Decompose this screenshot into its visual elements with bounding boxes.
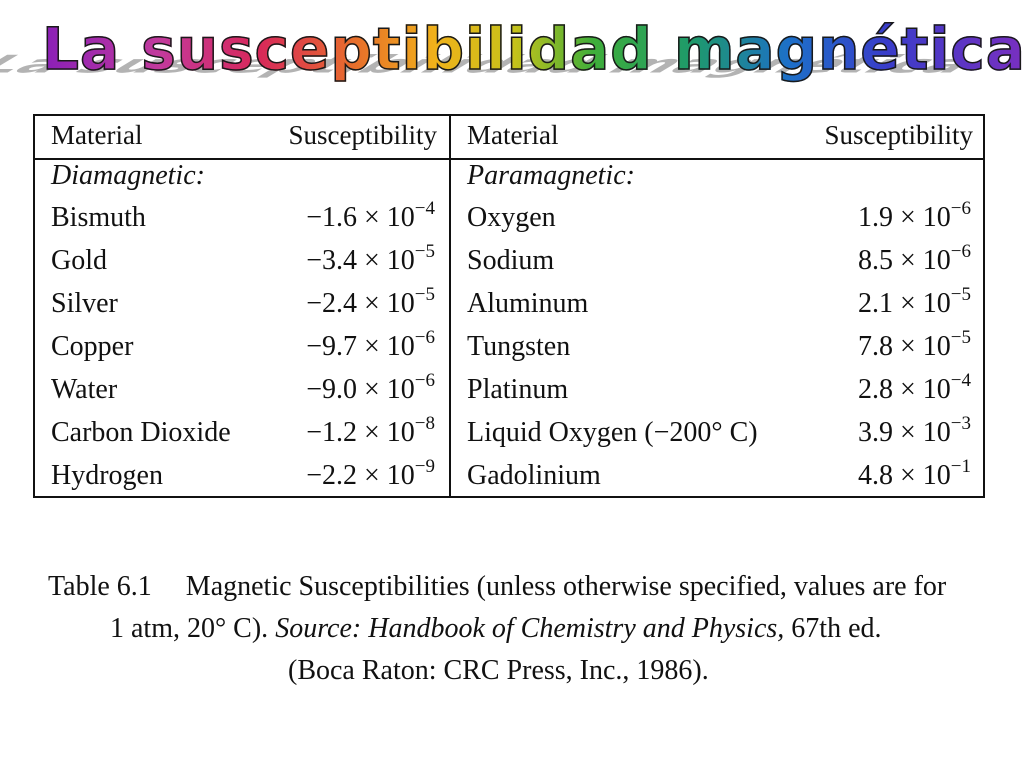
header-material: Material <box>51 120 143 150</box>
caption-source: Source: Handbook of Chemistry and Physic… <box>275 613 785 644</box>
material-name: Platinum <box>467 374 569 405</box>
material-name: Gold <box>51 245 107 276</box>
material-name: Gadolinium <box>467 460 601 491</box>
caption-line-3: (Boca Raton: CRC Press, Inc., 1986). <box>288 655 709 686</box>
susceptibility-value: −9.7 × 10−6 <box>306 327 435 362</box>
susceptibility-value: 4.8 × 10−1 <box>857 456 971 491</box>
susceptibility-value: 8.5 × 10−6 <box>857 241 971 276</box>
susceptibility-table: Material Susceptibility Diamagnetic: Bis… <box>33 114 985 498</box>
material-name: Liquid Oxygen (−200° C) <box>467 417 758 448</box>
susceptibility-value: −9.0 × 10−6 <box>306 370 435 405</box>
table-row: Copper −9.7 × 10−6 <box>35 327 449 374</box>
material-name: Oxygen <box>467 202 556 233</box>
material-name: Water <box>51 374 118 405</box>
paramagnetic-rows: Oxygen 1.9 × 10−6 Sodium 8.5 × 10−6 Alum… <box>451 198 985 503</box>
table-row: Bismuth −1.6 × 10−4 <box>35 198 449 245</box>
table-row: Liquid Oxygen (−200° C) 3.9 × 10−3 <box>451 413 985 460</box>
susceptibility-value: 1.9 × 10−6 <box>857 198 971 233</box>
table-row: Silver −2.4 × 10−5 <box>35 284 449 331</box>
susceptibility-value: −2.2 × 10−9 <box>306 456 435 491</box>
diamagnetic-rows: Bismuth −1.6 × 10−4 Gold −3.4 × 10−5 Sil… <box>35 198 449 503</box>
header-susceptibility: Susceptibility <box>288 120 438 150</box>
susceptibility-value: 7.8 × 10−5 <box>857 327 971 362</box>
table-row: Sodium 8.5 × 10−6 <box>451 241 985 288</box>
susceptibility-value: −3.4 × 10−5 <box>306 241 435 276</box>
material-name: Silver <box>51 288 118 319</box>
table-row: Hydrogen −2.2 × 10−9 <box>35 456 449 503</box>
slide-title: La susceptibilidad magnética <box>41 14 1024 84</box>
caption-line-1: Table 6.1 Magnetic Susceptibilities (unle… <box>40 566 980 608</box>
material-name: Tungsten <box>467 331 571 362</box>
susceptibility-value: −2.4 × 10−5 <box>306 284 435 319</box>
material-name: Carbon Dioxide <box>51 417 231 448</box>
caption-description: Magnetic Susceptibilities (unless otherw… <box>185 571 947 602</box>
table-row: Carbon Dioxide −1.2 × 10−8 <box>35 413 449 460</box>
header-material: Material <box>467 120 559 150</box>
susceptibility-value: −1.2 × 10−8 <box>306 413 435 448</box>
group-label-paramagnetic: Paramagnetic: <box>467 160 635 191</box>
table-header-right: Material Susceptibility <box>451 116 985 160</box>
table-row: Platinum 2.8 × 10−4 <box>451 370 985 417</box>
table-row: Oxygen 1.9 × 10−6 <box>451 198 985 245</box>
diamagnetic-panel: Material Susceptibility Diamagnetic: Bis… <box>35 116 449 496</box>
susceptibility-value: 2.1 × 10−5 <box>857 284 971 319</box>
header-susceptibility: Susceptibility <box>824 120 974 150</box>
group-label-diamagnetic: Diamagnetic: <box>51 160 205 191</box>
slide-title-area: La susceptibilidad magnética La suscepti… <box>0 0 1024 100</box>
material-name: Sodium <box>467 245 555 276</box>
table-row: Aluminum 2.1 × 10−5 <box>451 284 985 331</box>
table-header-left: Material Susceptibility <box>35 116 449 160</box>
table-row: Tungsten 7.8 × 10−5 <box>451 327 985 374</box>
table-row: Water −9.0 × 10−6 <box>35 370 449 417</box>
caption-line-2: 1 atm, 20° C). Source: Handbook of Chemi… <box>110 613 882 644</box>
material-name: Aluminum <box>467 288 589 319</box>
table-caption: Table 6.1 Magnetic Susceptibilities (unle… <box>40 566 980 692</box>
susceptibility-value: 2.8 × 10−4 <box>857 370 971 405</box>
table-row: Gadolinium 4.8 × 10−1 <box>451 456 985 503</box>
susceptibility-value: 3.9 × 10−3 <box>857 413 971 448</box>
material-name: Hydrogen <box>51 460 163 491</box>
table-row: Gold −3.4 × 10−5 <box>35 241 449 288</box>
caption-table-number: Table 6.1 <box>48 571 152 602</box>
material-name: Bismuth <box>51 202 146 233</box>
material-name: Copper <box>51 331 134 362</box>
susceptibility-value: −1.6 × 10−4 <box>306 198 435 233</box>
paramagnetic-panel: Material Susceptibility Paramagnetic: Ox… <box>449 116 985 496</box>
